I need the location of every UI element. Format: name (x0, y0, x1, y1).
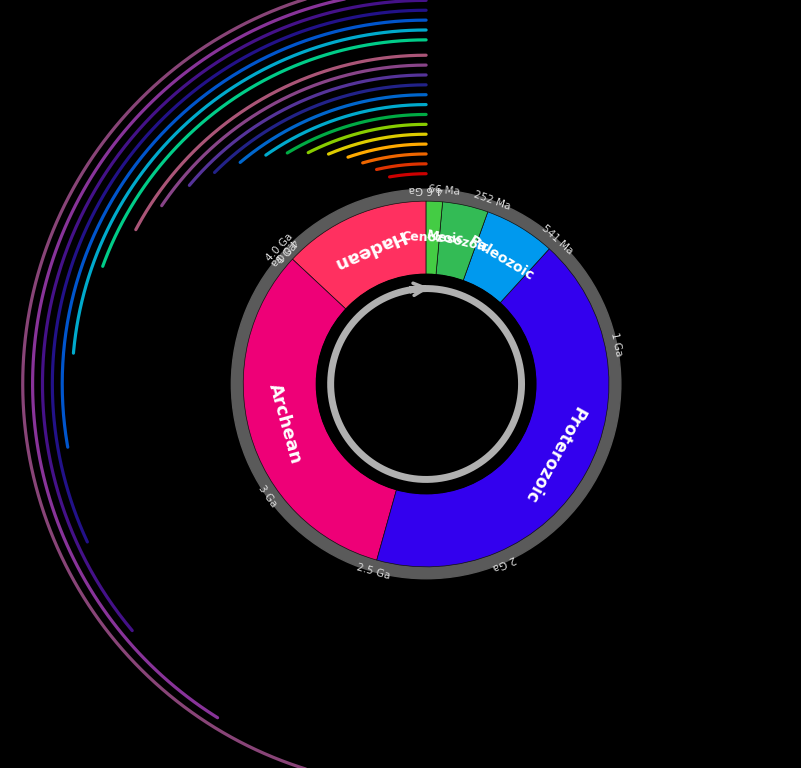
Wedge shape (463, 212, 549, 303)
Text: 1 Ga: 1 Ga (610, 332, 624, 357)
Wedge shape (292, 201, 426, 309)
Text: Hadean: Hadean (329, 227, 407, 273)
Text: 4.0 Ga: 4.0 Ga (268, 235, 299, 267)
Text: 2.5 Ga: 2.5 Ga (356, 562, 392, 581)
Text: Mesozoic: Mesozoic (425, 228, 490, 254)
Text: 4 Ga: 4 Ga (276, 242, 300, 266)
Text: Archean: Archean (265, 381, 305, 466)
Text: 2 Ga: 2 Ga (490, 553, 517, 572)
Text: 3 Ga: 3 Ga (256, 484, 278, 509)
Circle shape (316, 274, 536, 494)
Text: 541 Ma: 541 Ma (540, 223, 575, 257)
Wedge shape (244, 259, 396, 560)
Text: 66 Ma: 66 Ma (428, 184, 460, 197)
Text: Cenozoic: Cenozoic (401, 230, 464, 246)
Text: Proterozoic: Proterozoic (520, 403, 588, 506)
Wedge shape (376, 249, 609, 567)
Wedge shape (426, 201, 443, 275)
Wedge shape (436, 202, 488, 281)
Text: 4.6 Ga: 4.6 Ga (409, 184, 443, 194)
Text: 4.0 Ga: 4.0 Ga (264, 231, 295, 263)
Text: Paleozoic: Paleozoic (466, 233, 537, 283)
Text: 252 Ma: 252 Ma (472, 190, 512, 212)
